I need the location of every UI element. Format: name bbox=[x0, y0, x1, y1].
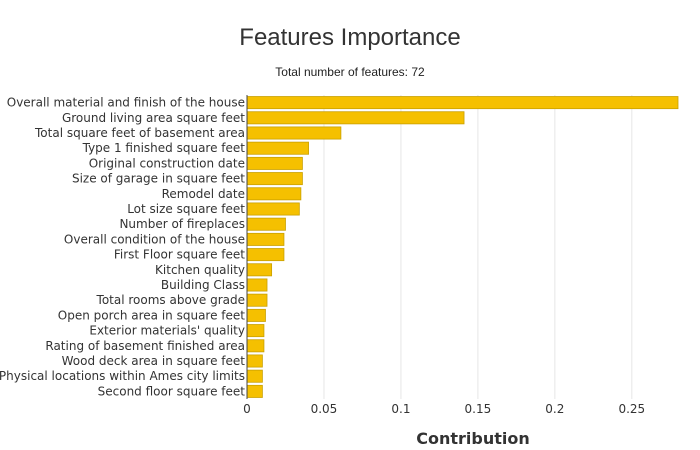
chart-subtitle: Total number of features: 72 bbox=[275, 65, 425, 79]
bars-layer bbox=[246, 96, 679, 398]
category-label: Rating of basement finished area bbox=[45, 339, 245, 353]
category-label: Exterior materials' quality bbox=[89, 324, 245, 338]
bar bbox=[246, 324, 265, 338]
bar bbox=[246, 248, 285, 262]
bar bbox=[246, 156, 303, 170]
bar bbox=[246, 187, 302, 201]
bar bbox=[246, 339, 265, 353]
x-tick-labels: 0 0.05 0.1 0.15 0.2 0.25 bbox=[243, 402, 645, 416]
x-axis-label: Contribution bbox=[416, 429, 530, 448]
x-tick-label: 0.05 bbox=[311, 402, 338, 416]
bar bbox=[246, 369, 263, 383]
category-label: Type 1 finished square feet bbox=[82, 141, 246, 155]
category-label: Lot size square feet bbox=[127, 202, 245, 216]
category-label: Wood deck area in square feet bbox=[62, 354, 246, 368]
bar bbox=[246, 232, 285, 246]
category-label: Remodel date bbox=[162, 187, 245, 201]
category-label: Total rooms above grade bbox=[96, 293, 245, 307]
bar bbox=[246, 111, 465, 125]
x-tick-label: 0 bbox=[243, 402, 251, 416]
bar bbox=[246, 308, 266, 322]
grid-layer bbox=[323, 95, 633, 399]
bar bbox=[246, 217, 286, 231]
bar bbox=[246, 263, 273, 277]
x-tick-label: 0.25 bbox=[618, 402, 645, 416]
bar bbox=[246, 172, 303, 186]
category-label: Physical locations within Ames city limi… bbox=[0, 369, 245, 383]
bar bbox=[246, 202, 300, 216]
category-label: First Floor square feet bbox=[114, 248, 245, 262]
category-label: Size of garage in square feet bbox=[72, 172, 245, 186]
category-label: Overall condition of the house bbox=[64, 232, 245, 246]
category-label: Ground living area square feet bbox=[62, 111, 245, 125]
x-tick-label: 0.1 bbox=[391, 402, 410, 416]
bar bbox=[246, 293, 268, 307]
bar bbox=[246, 278, 268, 292]
category-label: Open porch area in square feet bbox=[58, 308, 246, 322]
category-label: Kitchen quality bbox=[155, 263, 245, 277]
bar bbox=[246, 126, 342, 140]
category-label: Total square feet of basement area bbox=[34, 126, 245, 140]
category-label: Number of fireplaces bbox=[119, 217, 245, 231]
category-label: Original construction date bbox=[89, 156, 245, 170]
bar bbox=[246, 96, 679, 110]
chart-title: Features Importance bbox=[239, 24, 460, 51]
x-tick-label: 0.2 bbox=[545, 402, 564, 416]
category-label: Second floor square feet bbox=[98, 384, 246, 398]
bar bbox=[246, 141, 309, 155]
bar bbox=[246, 384, 263, 398]
category-labels: Overall material and finish of the house… bbox=[0, 96, 245, 399]
category-label: Building Class bbox=[161, 278, 245, 292]
category-label: Overall material and finish of the house bbox=[7, 96, 245, 110]
bar bbox=[246, 354, 263, 368]
x-tick-label: 0.15 bbox=[465, 402, 492, 416]
